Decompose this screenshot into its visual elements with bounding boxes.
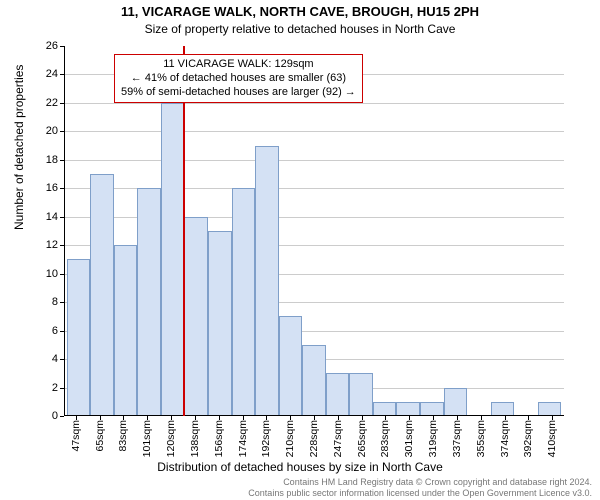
y-tick-label: 24 bbox=[30, 68, 58, 80]
x-tick-label: 319sqm bbox=[427, 420, 439, 457]
y-tick-mark bbox=[60, 416, 64, 417]
x-tick-label: 65sqm bbox=[94, 420, 106, 452]
y-tick-label: 14 bbox=[30, 211, 58, 223]
x-tick-label: 355sqm bbox=[475, 420, 487, 457]
x-tick-label: 101sqm bbox=[141, 420, 153, 457]
chart-container: 11, VICARAGE WALK, NORTH CAVE, BROUGH, H… bbox=[0, 0, 600, 500]
x-tick-label: 374sqm bbox=[499, 420, 511, 457]
histogram-bar bbox=[67, 259, 91, 416]
histogram-bar bbox=[396, 402, 420, 416]
histogram-bar bbox=[373, 402, 397, 416]
y-tick-label: 2 bbox=[30, 382, 58, 394]
x-tick-label: 228sqm bbox=[308, 420, 320, 457]
histogram-bar bbox=[90, 174, 114, 416]
x-tick-label: 392sqm bbox=[522, 420, 534, 457]
gridline bbox=[64, 160, 564, 161]
x-tick-label: 247sqm bbox=[332, 420, 344, 457]
x-tick-label: 120sqm bbox=[165, 420, 177, 457]
histogram-bar bbox=[326, 373, 350, 416]
histogram-bar bbox=[420, 402, 444, 416]
y-tick-label: 18 bbox=[30, 154, 58, 166]
chart-title: 11, VICARAGE WALK, NORTH CAVE, BROUGH, H… bbox=[0, 4, 600, 19]
y-tick-label: 10 bbox=[30, 268, 58, 280]
histogram-bar bbox=[255, 146, 279, 416]
y-tick-label: 8 bbox=[30, 296, 58, 308]
histogram-bar bbox=[161, 103, 185, 416]
histogram-bar bbox=[232, 188, 256, 416]
histogram-bar bbox=[114, 245, 138, 416]
marker-annotation: 11 VICARAGE WALK: 129sqm← 41% of detache… bbox=[114, 54, 363, 103]
footer-attribution: Contains HM Land Registry data © Crown c… bbox=[248, 477, 592, 498]
x-tick-label: 174sqm bbox=[237, 420, 249, 457]
histogram-bar bbox=[137, 188, 161, 416]
histogram-bar bbox=[279, 316, 303, 416]
x-tick-label: 138sqm bbox=[189, 420, 201, 457]
x-tick-label: 192sqm bbox=[260, 420, 272, 457]
histogram-bar bbox=[184, 217, 208, 416]
x-tick-label: 210sqm bbox=[284, 420, 296, 457]
chart-subtitle: Size of property relative to detached ho… bbox=[0, 22, 600, 36]
x-tick-label: 410sqm bbox=[546, 420, 558, 457]
x-tick-label: 283sqm bbox=[379, 420, 391, 457]
x-axis-label: Distribution of detached houses by size … bbox=[0, 460, 600, 474]
histogram-bar bbox=[349, 373, 373, 416]
x-tick-label: 265sqm bbox=[356, 420, 368, 457]
histogram-bar bbox=[208, 231, 232, 416]
histogram-bar bbox=[538, 402, 562, 416]
footer-line-2: Contains public sector information licen… bbox=[248, 488, 592, 498]
y-tick-label: 6 bbox=[30, 325, 58, 337]
x-tick-label: 301sqm bbox=[403, 420, 415, 457]
y-axis-label: Number of detached properties bbox=[12, 65, 26, 230]
y-tick-label: 12 bbox=[30, 239, 58, 251]
y-tick-label: 20 bbox=[30, 125, 58, 137]
histogram-bar bbox=[302, 345, 326, 416]
gridline bbox=[64, 131, 564, 132]
annotation-line: 59% of semi-detached houses are larger (… bbox=[121, 86, 356, 100]
x-tick-label: 156sqm bbox=[213, 420, 225, 457]
y-tick-label: 16 bbox=[30, 182, 58, 194]
histogram-bar bbox=[491, 402, 515, 416]
y-axis bbox=[64, 46, 65, 416]
chart-plot-area: 0246810121416182022242647sqm65sqm83sqm10… bbox=[64, 46, 564, 416]
footer-line-1: Contains HM Land Registry data © Crown c… bbox=[248, 477, 592, 487]
y-tick-label: 22 bbox=[30, 97, 58, 109]
x-tick-label: 337sqm bbox=[451, 420, 463, 457]
y-tick-label: 4 bbox=[30, 353, 58, 365]
x-tick-label: 47sqm bbox=[70, 420, 82, 452]
annotation-line: ← 41% of detached houses are smaller (63… bbox=[121, 72, 356, 86]
histogram-bar bbox=[444, 388, 468, 416]
annotation-line: 11 VICARAGE WALK: 129sqm bbox=[121, 58, 356, 72]
x-tick-label: 83sqm bbox=[117, 420, 129, 452]
y-tick-label: 0 bbox=[30, 410, 58, 422]
y-tick-label: 26 bbox=[30, 40, 58, 52]
